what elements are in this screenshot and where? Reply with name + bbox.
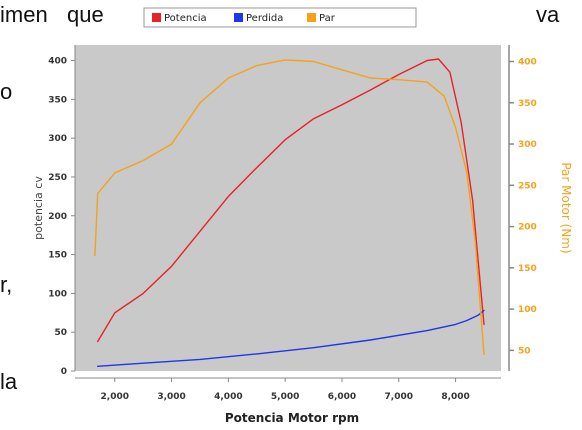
background-word: r,	[0, 272, 13, 297]
left-y-axis-title: potencia cv	[32, 176, 45, 240]
series-layer	[94, 58, 485, 367]
left-y-tick-label: 50	[54, 328, 67, 338]
right-y-tick-label: 250	[518, 181, 537, 191]
background-word: la	[0, 369, 18, 394]
left-y-tick-label: 350	[48, 95, 67, 105]
background-word: que	[67, 2, 104, 27]
x-tick-label: 2,000	[101, 392, 129, 402]
legend-label-par: Par	[319, 13, 336, 24]
right-y-tick-label: 50	[518, 346, 531, 356]
left-y-tick-label: 200	[48, 212, 67, 222]
legend-box	[143, 7, 417, 28]
legend-label-potencia: Potencia	[164, 13, 207, 24]
series-line-potencia	[96, 58, 485, 343]
background-word: va	[536, 2, 560, 27]
left-y-tick-label: 250	[48, 173, 67, 183]
x-axis-ticks: 2,000 3,000 4,000 5,000 6,000 7,000 8,000	[101, 378, 470, 402]
background-word: o	[0, 79, 13, 104]
legend: Potencia Perdida Par	[143, 7, 417, 28]
left-y-tick-label: 150	[48, 251, 67, 261]
x-tick-label: 6,000	[328, 392, 356, 402]
x-tick-label: 8,000	[441, 392, 469, 402]
right-y-tick-label: 300	[518, 140, 537, 150]
x-tick-label: 4,000	[214, 392, 242, 402]
right-y-tick-label: 400	[518, 58, 537, 68]
series-line-perdida	[96, 309, 485, 367]
right-y-tick-label: 200	[518, 223, 537, 233]
series-line-par	[94, 59, 485, 356]
x-axis-title: Potencia Motor rpm	[225, 411, 359, 425]
x-tick-label: 5,000	[271, 392, 299, 402]
legend-swatch-perdida	[234, 13, 243, 22]
right-y-tick-label: 150	[518, 264, 537, 274]
left-y-axis-ticks: 0 50 100 150 200 250 300 350 400	[48, 57, 75, 377]
x-tick-label: 3,000	[157, 392, 185, 402]
left-y-tick-label: 100	[48, 289, 67, 299]
right-y-axis-ticks: 50 100 150 200 250 300 350 400	[509, 58, 537, 356]
left-y-tick-label: 300	[48, 134, 67, 144]
legend-label-perdida: Perdida	[246, 13, 283, 24]
legend-swatch-par	[307, 13, 316, 22]
right-y-tick-label: 100	[518, 305, 537, 315]
left-y-tick-label: 0	[61, 367, 67, 377]
left-y-tick-label: 400	[48, 57, 67, 67]
plot-area	[75, 45, 501, 371]
legend-swatch-potencia	[152, 13, 161, 22]
x-tick-label: 7,000	[385, 392, 413, 402]
right-y-axis-title: Par Motor (Nm)	[559, 162, 573, 253]
right-y-tick-label: 350	[518, 99, 537, 109]
background-word: imen	[0, 2, 48, 27]
